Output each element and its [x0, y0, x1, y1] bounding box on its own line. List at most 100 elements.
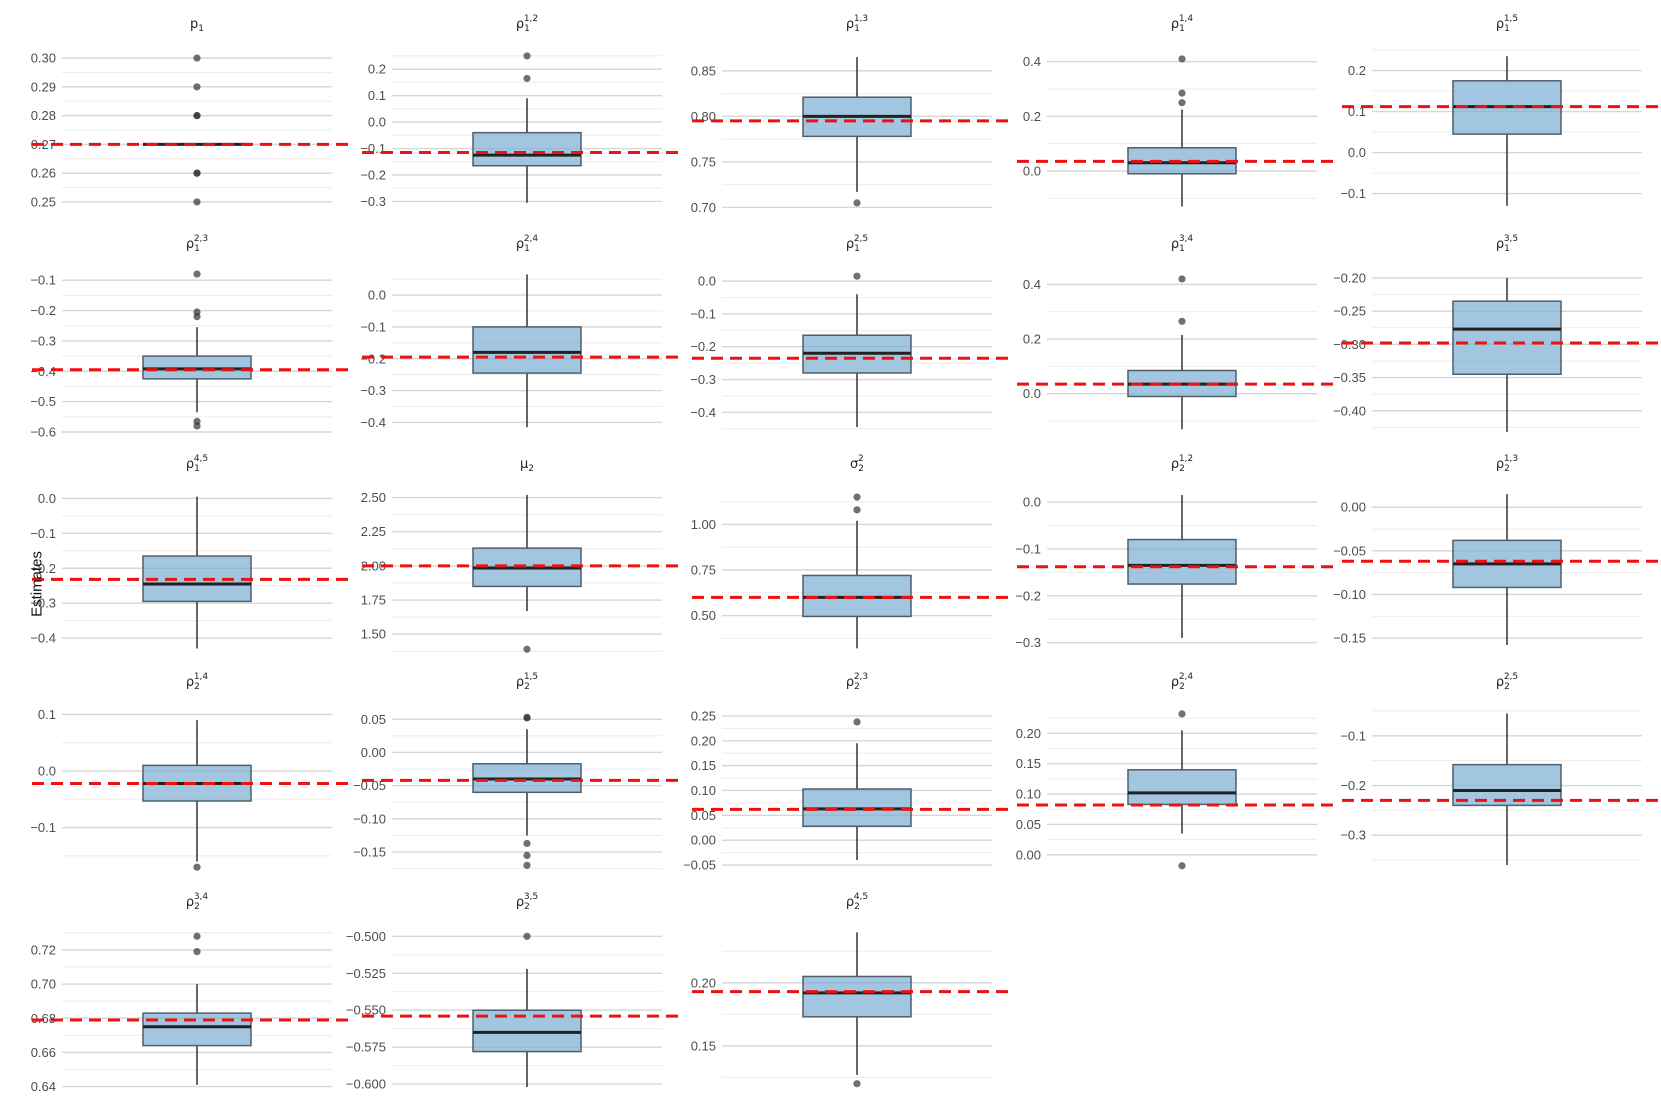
panel-7-tick-label: −0.4 [360, 415, 386, 430]
panel-16-tick-label: −0.1 [30, 820, 56, 835]
panel-3-outlier [853, 199, 861, 207]
panel-3-title: ρ11,3 [846, 14, 868, 34]
panel-21-tick-label: 0.64 [31, 1079, 56, 1094]
panel-17-title: ρ21,5 [516, 672, 538, 692]
panel-8-tick-label: −0.4 [690, 405, 716, 420]
panel-6-outlier [193, 270, 201, 278]
panel-10-tick-label: −0.20 [1333, 270, 1366, 285]
panel-18-tick-label: 0.20 [691, 733, 716, 748]
panel-16-outlier [193, 863, 201, 871]
panel-18-tick-label: 0.00 [691, 833, 716, 848]
panel-21-tick-label: 0.72 [31, 942, 56, 957]
panel-22-tick-label: −0.500 [346, 929, 386, 944]
panel-1-outlier [193, 198, 201, 206]
panel-11-tick-label: −0.4 [30, 631, 56, 646]
panel-18-tick-label: 0.15 [691, 758, 716, 773]
panel-1-tick-label: 0.25 [31, 194, 56, 209]
panel-1-tick-label: 0.30 [31, 51, 56, 66]
panel-11-tick-label: −0.1 [30, 526, 56, 541]
panel-18-title: ρ22,3 [846, 672, 868, 692]
panel-13-outlier [853, 506, 861, 514]
panel-15-tick-label: −0.05 [1333, 543, 1366, 558]
panel-13-outlier [853, 493, 861, 501]
panel-6-title: ρ12,3 [186, 234, 208, 254]
panel-16-tick-label: 0.0 [38, 764, 56, 779]
panel-20-tick-label: −0.1 [1340, 728, 1366, 743]
panel-19-tick-label: 0.15 [1016, 756, 1041, 771]
panel-5-title: ρ11,5 [1496, 14, 1518, 34]
panel-11-tick-label: −0.3 [30, 596, 56, 611]
panel-9-tick-label: 0.4 [1023, 277, 1041, 292]
panel-17-tick-label: 0.05 [361, 712, 386, 727]
panel-4-title: ρ11,4 [1171, 14, 1194, 34]
panel-6-outlier [193, 417, 201, 425]
panel-19-outlier [1178, 862, 1186, 870]
panel-2-tick-label: 0.2 [368, 62, 386, 77]
panel-2-title: ρ11,2 [516, 14, 538, 34]
panel-20-tick-label: −0.2 [1340, 778, 1366, 793]
panel-21-box [142, 1012, 252, 1047]
panel-20-box [1452, 763, 1562, 807]
panel-16-tick-label: 0.1 [38, 707, 56, 722]
panel-11-title: ρ14,5 [186, 454, 208, 474]
panel-21-tick-label: 0.66 [31, 1045, 56, 1060]
panel-6-tick-label: −0.3 [30, 333, 56, 348]
panel-17-tick-label: −0.10 [353, 811, 386, 826]
panel-2-outlier [523, 52, 531, 60]
panel-21-title: ρ23,4 [186, 892, 209, 912]
panel-10-tick-label: −0.40 [1333, 403, 1366, 418]
panel-5-tick-label: 0.0 [1348, 145, 1366, 160]
panel-19-tick-label: 0.00 [1016, 847, 1041, 862]
panel-7-tick-label: 0.0 [368, 288, 386, 303]
panel-12-tick-label: 2.50 [361, 490, 386, 505]
panel-4-tick-label: 0.2 [1023, 109, 1041, 124]
panel-6-tick-label: −0.6 [30, 425, 56, 440]
panel-8-title: ρ12,5 [846, 234, 868, 254]
panel-3-tick-label: 0.75 [691, 154, 716, 169]
panel-7-tick-label: −0.3 [360, 383, 386, 398]
panel-10-box [1452, 300, 1562, 375]
y-axis-label: Estimates [28, 551, 46, 617]
panel-17-tick-label: −0.15 [353, 845, 386, 860]
panel-7-box [472, 326, 582, 374]
panel-1-outlier [193, 169, 201, 177]
panel-11-tick-label: 0.0 [38, 491, 56, 506]
panel-8-tick-label: −0.3 [690, 372, 716, 387]
panel-15-title: ρ21,3 [1496, 454, 1518, 474]
panel-15-tick-label: 0.00 [1341, 500, 1366, 515]
panel-2-outlier [523, 74, 531, 83]
panel-14-tick-label: −0.1 [1015, 541, 1041, 556]
panel-22-title: ρ23,5 [516, 892, 538, 912]
panel-3-tick-label: 0.85 [691, 63, 716, 78]
panel-7-tick-label: −0.2 [360, 351, 386, 366]
panel-9-title: ρ13,4 [1171, 234, 1194, 254]
panel-19-title: ρ22,4 [1171, 672, 1194, 692]
panel-23-tick-label: 0.15 [691, 1038, 716, 1053]
panel-18-tick-label: 0.25 [691, 708, 716, 723]
panel-3-tick-label: 0.70 [691, 200, 716, 215]
panel-4-tick-label: 0.4 [1023, 54, 1041, 69]
panel-21-outlier [193, 932, 201, 940]
panel-17-tick-label: −0.05 [353, 778, 386, 793]
panel-17-outlier [523, 851, 531, 859]
panel-11-box [142, 555, 252, 603]
panel-1-outlier [193, 112, 201, 120]
panel-14-title: ρ21,2 [1171, 454, 1193, 474]
panel-1-outlier [193, 54, 201, 62]
panel-1-tick-label: 0.29 [31, 79, 56, 94]
panel-1-title: p1 [190, 17, 204, 34]
panel-20-tick-label: −0.3 [1340, 828, 1366, 843]
panel-11-tick-label: −0.2 [30, 561, 56, 576]
panel-22-tick-label: −0.575 [346, 1040, 386, 1055]
panel-18-outlier [853, 718, 861, 726]
panel-22-outlier [523, 932, 531, 940]
panel-19-tick-label: 0.05 [1016, 817, 1041, 832]
panel-2-tick-label: −0.2 [360, 167, 386, 182]
panel-8-outlier [853, 272, 861, 280]
panel-2-tick-label: 0.0 [368, 115, 386, 130]
panel-21-outlier [193, 948, 201, 956]
panel-14-tick-label: 0.0 [1023, 495, 1041, 510]
panel-21-tick-label: 0.70 [31, 977, 56, 992]
panel-10-tick-label: −0.25 [1333, 304, 1366, 319]
